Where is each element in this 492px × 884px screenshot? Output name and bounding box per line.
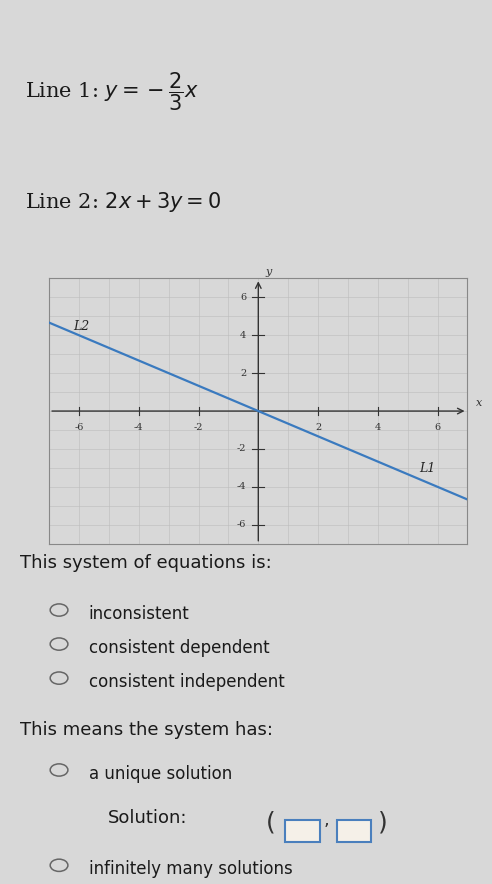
Text: Solution:: Solution: (108, 809, 188, 827)
Text: L2: L2 (73, 320, 90, 332)
Text: y: y (266, 267, 272, 277)
Text: 2: 2 (240, 369, 246, 377)
Text: (: ( (266, 811, 276, 834)
Text: -2: -2 (194, 423, 203, 432)
Text: L1: L1 (420, 461, 436, 475)
Text: ): ) (378, 811, 388, 834)
Text: 2: 2 (315, 423, 321, 432)
Text: -4: -4 (134, 423, 144, 432)
Text: -6: -6 (237, 520, 246, 530)
FancyBboxPatch shape (285, 820, 320, 842)
Text: 6: 6 (434, 423, 441, 432)
Text: 4: 4 (240, 331, 246, 339)
FancyBboxPatch shape (337, 820, 371, 842)
Text: -4: -4 (237, 483, 246, 492)
Text: -6: -6 (74, 423, 84, 432)
Text: This means the system has:: This means the system has: (20, 720, 273, 739)
Text: Line 1: $y=-\dfrac{2}{3}x$: Line 1: $y=-\dfrac{2}{3}x$ (25, 71, 199, 113)
Text: 6: 6 (240, 293, 246, 302)
Text: ,: , (324, 811, 330, 829)
Text: consistent independent: consistent independent (89, 673, 284, 691)
Text: -2: -2 (237, 445, 246, 453)
Text: Line 2: $2x+3y=0$: Line 2: $2x+3y=0$ (25, 190, 221, 214)
Text: consistent dependent: consistent dependent (89, 639, 269, 657)
Text: This system of equations is:: This system of equations is: (20, 554, 272, 572)
Text: inconsistent: inconsistent (89, 605, 189, 623)
Text: x: x (476, 398, 483, 408)
Text: 4: 4 (375, 423, 381, 432)
Text: infinitely many solutions: infinitely many solutions (89, 860, 292, 878)
Text: a unique solution: a unique solution (89, 765, 232, 783)
